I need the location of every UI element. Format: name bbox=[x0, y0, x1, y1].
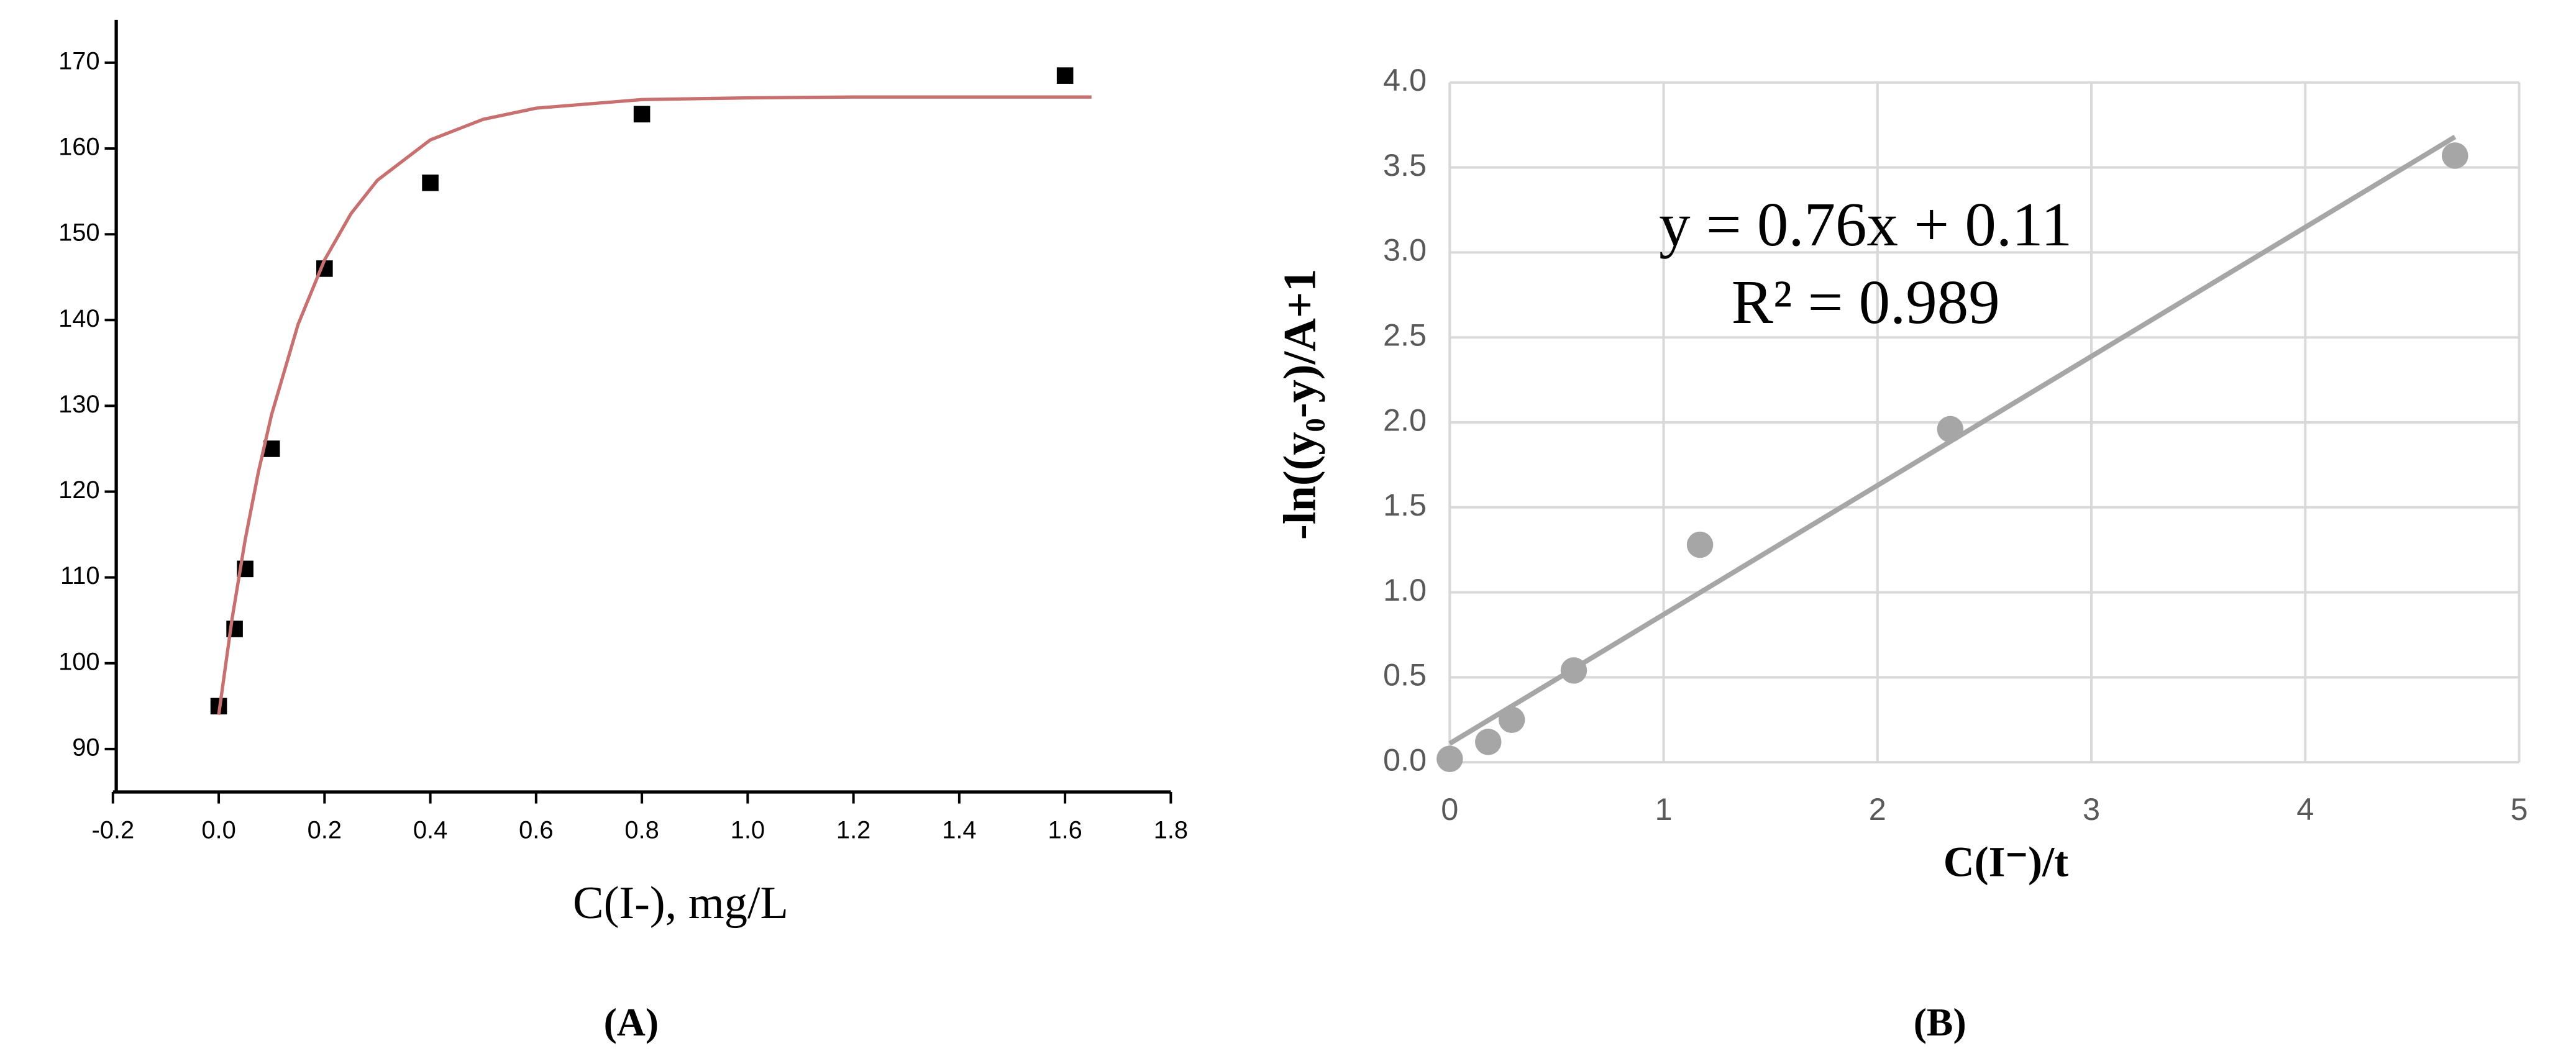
y-tick-label: 120 bbox=[58, 476, 99, 504]
x-tick-label: 2 bbox=[1869, 791, 1886, 827]
x-tick-label: 0.6 bbox=[519, 816, 553, 844]
fit-line bbox=[217, 95, 1092, 716]
panel-label: (A) bbox=[604, 1000, 659, 1044]
y-tick-label: 1.0 bbox=[1383, 572, 1427, 607]
y-tick-label: 150 bbox=[58, 219, 99, 247]
chart-panel: 90 100 110 120 130 140 150 160 170 -0.2 0.0 0.2 0.4 0… bbox=[58, 19, 1188, 1044]
y-tick-label: 0.5 bbox=[1383, 657, 1427, 693]
x-tick-label: 0 bbox=[1441, 791, 1458, 827]
panel-label: (B) bbox=[1914, 1000, 1966, 1044]
y-tick-label: 2.0 bbox=[1383, 402, 1427, 437]
x-tick-label: 3 bbox=[2083, 791, 2100, 827]
marker bbox=[1498, 706, 1525, 734]
marker bbox=[1937, 416, 1964, 443]
marker bbox=[1560, 657, 1587, 684]
x-tick-label: -0.2 bbox=[91, 816, 134, 844]
marker bbox=[1436, 745, 1463, 772]
marker bbox=[2442, 142, 2469, 169]
x-tick-label: 5 bbox=[2510, 791, 2528, 827]
marker bbox=[1686, 531, 1714, 558]
chart-panel: 0.0 0.5 1.0 1.5 2.0 2.5 3.0 3.5 4.0 0 1 2 3 4 5 C(I⁻)/t… bbox=[1275, 62, 2528, 1044]
x-tick-label: 0.8 bbox=[624, 816, 659, 844]
y-tick-label: 3.0 bbox=[1383, 232, 1427, 268]
x-tick-label: 1.2 bbox=[836, 816, 870, 844]
annotation: R² = 0.989 bbox=[1732, 267, 2000, 337]
x-tick-label: 0.0 bbox=[201, 816, 235, 844]
x-tick-label: 1.6 bbox=[1048, 816, 1082, 844]
y-tick-label: 130 bbox=[58, 391, 99, 418]
y-tick-label: 4.0 bbox=[1383, 62, 1427, 98]
y-tick-label: 100 bbox=[58, 648, 99, 675]
x-tick-label: 1 bbox=[1655, 791, 1673, 827]
y-tick-label: 1.5 bbox=[1383, 487, 1427, 522]
y-axis-label: -ln((y₀-y)/A+1 bbox=[1275, 269, 1326, 540]
annotation: y = 0.76x + 0.11 bbox=[1659, 189, 2072, 259]
marker bbox=[633, 106, 651, 123]
x-tick-label: 4 bbox=[2296, 791, 2314, 827]
y-tick-label: 110 bbox=[60, 562, 100, 589]
y-tick-label: 0.0 bbox=[1383, 742, 1427, 777]
y-tick-label: 140 bbox=[58, 305, 99, 332]
marker bbox=[1475, 729, 1502, 755]
x-tick-label: 1.0 bbox=[731, 816, 765, 844]
x-axis-label: C(I-), mg/L bbox=[573, 878, 788, 929]
x-tick-label: 1.4 bbox=[942, 816, 976, 844]
y-tick-label: 2.5 bbox=[1383, 317, 1427, 353]
y-tick-label: 90 bbox=[72, 734, 99, 761]
x-tick-label: 0.4 bbox=[413, 816, 447, 844]
y-tick-label: 3.5 bbox=[1383, 147, 1427, 183]
y-tick-label: 160 bbox=[58, 134, 99, 161]
x-tick-label: 0.2 bbox=[308, 816, 342, 844]
x-axis-label: C(I⁻)/t bbox=[1943, 837, 2068, 885]
marker bbox=[422, 175, 439, 191]
y-tick-label: 170 bbox=[58, 47, 99, 75]
x-tick-label: 1.8 bbox=[1154, 816, 1188, 844]
marker bbox=[1056, 67, 1074, 84]
